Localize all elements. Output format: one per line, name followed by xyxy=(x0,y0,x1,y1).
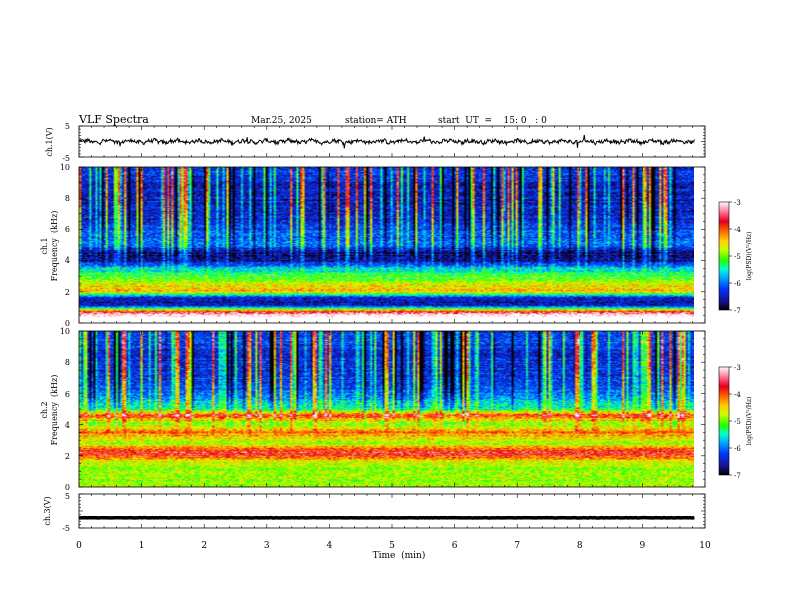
ch1-cb-tick-3: -3 xyxy=(734,199,741,207)
ch1-cb-tick-5: -5 xyxy=(734,253,741,261)
ch1-spectrogram-ticks xyxy=(78,166,706,324)
ch2-spec-freq-label: Frequency (kHz) xyxy=(50,375,59,446)
ch2-spec-channel-label: ch.2 xyxy=(40,401,49,418)
ch1-spec-ytick-4: 4 xyxy=(65,256,70,265)
ch1-spec-ytick-6: 6 xyxy=(65,225,70,234)
ch3-waveform-frame xyxy=(78,493,706,529)
ch3-ylabel: ch.3(V) xyxy=(43,496,52,525)
xtick-3: 3 xyxy=(264,541,270,551)
ch3-waveform-panel: 5 -5 ch.3(V) xyxy=(43,492,706,533)
ch1-cb-tick-4: -4 xyxy=(734,226,741,234)
x-axis: 0 1 2 3 4 5 6 7 8 9 10 Time (min) xyxy=(76,541,711,561)
ch1-ytick-top: 5 xyxy=(65,122,70,131)
ch2-cb-tick-5: -5 xyxy=(734,418,741,426)
date-label: Mar.25, 2025 xyxy=(251,116,312,126)
ch2-spectrogram-image xyxy=(79,331,694,487)
ch1-spectrogram-panel: 10 8 6 4 2 0 ch.1 Frequency (kHz) xyxy=(40,163,706,328)
ch2-spec-ytick-6: 6 xyxy=(65,390,70,399)
ch1-colorbar: -3 -4 -5 -6 -7 log(PSD)(V²/Hz) xyxy=(718,199,753,315)
ch1-ytick-bottom: -5 xyxy=(62,154,70,163)
ch1-cb-tick-6: -6 xyxy=(734,280,741,288)
xtick-10: 10 xyxy=(699,541,711,551)
ch2-spec-ytick-0: 0 xyxy=(65,483,70,492)
xtick-7: 7 xyxy=(514,541,520,551)
ch2-colorbar-ticks xyxy=(729,366,732,476)
ch2-colorbar-label: log(PSD)(V²/Hz) xyxy=(746,397,753,446)
ch1-spec-ytick-8: 8 xyxy=(65,194,70,203)
ch2-spectrogram-ticks xyxy=(78,330,706,488)
x-axis-label: Time (min) xyxy=(373,550,426,561)
ch1-ylabel: ch.1(V) xyxy=(45,127,54,156)
xtick-5: 5 xyxy=(389,541,395,551)
ch1-spec-freq-label: Frequency (kHz) xyxy=(50,211,59,282)
xtick-4: 4 xyxy=(327,541,333,551)
ch1-cb-tick-7: -7 xyxy=(734,307,741,315)
ch2-spec-ytick-8: 8 xyxy=(65,358,70,367)
figure-title: VLF Spectra xyxy=(78,113,149,126)
ch1-waveform-line xyxy=(78,134,695,149)
ch2-spec-ytick-10: 10 xyxy=(60,327,70,336)
ch2-cb-tick-4: -4 xyxy=(734,391,741,399)
xtick-0: 0 xyxy=(76,541,82,551)
ch1-x-ticks xyxy=(78,125,706,158)
ch1-spec-ytick-10: 10 xyxy=(60,163,70,172)
ch2-cb-tick-6: -6 xyxy=(734,445,741,453)
ch1-spec-channel-label: ch.1 xyxy=(40,237,49,254)
ch3-ytick-top: 5 xyxy=(65,492,70,501)
ch2-spec-ytick-4: 4 xyxy=(65,421,70,430)
ch2-colorbar: -3 -4 -5 -6 -7 log(PSD)(V²/Hz) xyxy=(718,364,753,480)
ch1-colorbar-label: log(PSD)(V²/Hz) xyxy=(746,232,753,281)
ch2-cb-tick-7: -7 xyxy=(734,472,741,480)
ch1-colorbar-ticks xyxy=(729,201,732,311)
xtick-8: 8 xyxy=(577,541,583,551)
ch2-spectrogram-panel: 10 8 6 4 2 0 ch.2 Frequency (kHz) xyxy=(40,327,706,492)
ch2-colorbar-bar xyxy=(718,366,730,476)
station-label: station= ATH xyxy=(345,116,407,126)
start-ut-label: start UT = 15: 0 : 0 xyxy=(438,116,547,126)
ch3-ytick-bottom: -5 xyxy=(62,524,70,533)
xtick-9: 9 xyxy=(640,541,646,551)
ch1-waveform-panel: 5 -5 ch.1(V) xyxy=(45,122,706,163)
xtick-1: 1 xyxy=(139,541,145,551)
ch2-spec-ytick-2: 2 xyxy=(65,452,70,461)
ch1-colorbar-bar xyxy=(718,201,730,311)
xtick-2: 2 xyxy=(201,541,207,551)
xtick-6: 6 xyxy=(452,541,458,551)
ch1-spec-ytick-2: 2 xyxy=(65,288,70,297)
ch3-x-ticks xyxy=(78,493,706,529)
ch2-cb-tick-3: -3 xyxy=(734,364,741,372)
ch1-spec-ytick-0: 0 xyxy=(65,319,70,328)
ch1-spectrogram-image xyxy=(79,167,694,323)
